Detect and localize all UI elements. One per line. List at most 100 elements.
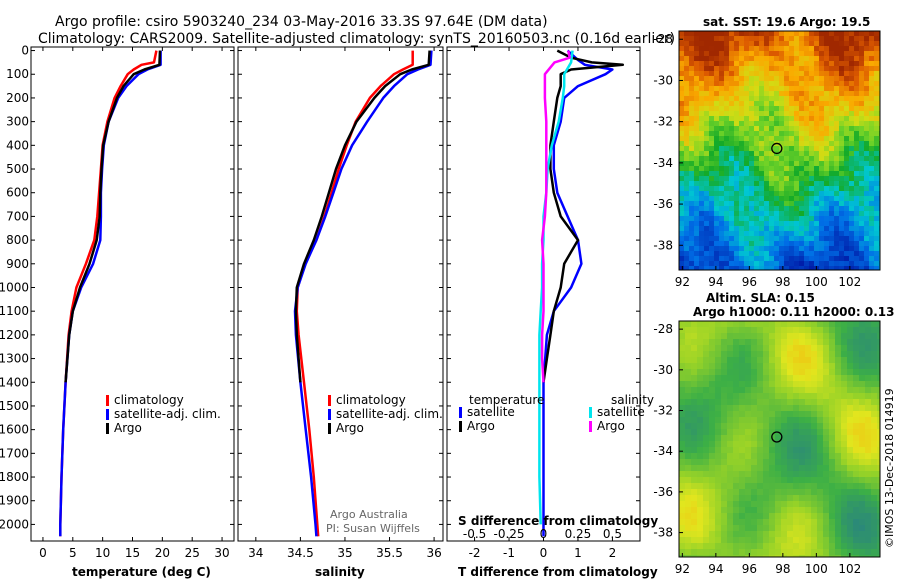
map-cell: [804, 201, 810, 207]
map-cell: [709, 171, 715, 177]
map-cell: [877, 555, 881, 558]
map-cell: [869, 101, 875, 107]
map-cell: [784, 151, 790, 157]
map-cell: [679, 171, 685, 177]
map-cell: [829, 116, 835, 122]
map-cell: [874, 171, 880, 177]
map-cell: [734, 241, 740, 247]
map-cell: [784, 196, 790, 202]
map-cell: [704, 201, 710, 207]
map-cell: [719, 61, 725, 67]
map-cell: [745, 483, 752, 490]
map-cell: [744, 196, 750, 202]
map-cell: [859, 81, 865, 87]
map-cell: [859, 251, 865, 257]
map-cell: [869, 96, 875, 102]
map-cell: [734, 176, 740, 182]
map-cell: [779, 201, 785, 207]
map-cell: [844, 266, 850, 271]
map-cell: [859, 126, 865, 132]
map-cell: [774, 246, 780, 252]
map-cell: [764, 251, 770, 257]
map-cell: [829, 357, 836, 364]
map-cell: [817, 375, 824, 382]
map-cell: [829, 36, 835, 42]
map-cell: [751, 429, 758, 436]
map-cell: [829, 216, 835, 222]
map-cell: [809, 136, 815, 142]
map-cell: [839, 76, 845, 82]
map-cell: [854, 216, 860, 222]
map-cell: [721, 513, 728, 520]
map-cell: [734, 81, 740, 87]
map-cell: [794, 216, 800, 222]
map-cell: [789, 31, 795, 37]
map-cell: [799, 241, 805, 247]
map-cell: [874, 111, 880, 117]
map-cell: [814, 216, 820, 222]
map-cell: [823, 351, 830, 358]
map-cell: [874, 226, 880, 232]
map-cell: [697, 513, 704, 520]
map-cell: [829, 221, 835, 227]
map-cell: [823, 405, 830, 412]
map-cell: [704, 191, 710, 197]
map-cell: [854, 71, 860, 77]
map-cell: [734, 91, 740, 97]
map-cell: [744, 221, 750, 227]
map-cell: [854, 36, 860, 42]
map-cell: [734, 101, 740, 107]
map-cell: [804, 51, 810, 57]
map-cell: [729, 141, 735, 147]
map-cell: [859, 176, 865, 182]
map-cell: [865, 363, 872, 370]
map-cell: [729, 156, 735, 162]
map-cell: [691, 435, 698, 442]
figure-title-line2: Climatology: CARS2009. Satellite-adjuste…: [38, 31, 675, 47]
map-cell: [714, 171, 720, 177]
map-cell: [854, 196, 860, 202]
map-cell: [854, 206, 860, 212]
map-cell: [769, 351, 776, 358]
map-cell: [715, 447, 722, 454]
map-cell: [787, 435, 794, 442]
map-cell: [685, 489, 692, 496]
map-cell: [694, 256, 700, 262]
map-cell: [764, 156, 770, 162]
lon-tick-label: 96: [742, 275, 757, 289]
map-cell: [824, 46, 830, 52]
map-cell: [759, 66, 765, 72]
map-cell: [714, 131, 720, 137]
map-cell: [724, 51, 730, 57]
legend-swatch: [459, 421, 462, 432]
map-cell: [844, 61, 850, 67]
map-cell: [739, 71, 745, 77]
map-cell: [784, 216, 790, 222]
map-cell: [859, 471, 866, 478]
map-cell: [715, 333, 722, 340]
map-cell: [709, 141, 715, 147]
map-cell: [789, 186, 795, 192]
map-cell: [859, 513, 866, 520]
map-cell: [714, 191, 720, 197]
map-cell: [685, 339, 692, 346]
map-cell: [729, 261, 735, 267]
map-cell: [689, 86, 695, 92]
map-cell: [787, 351, 794, 358]
map-cell: [764, 266, 770, 271]
map-cell: [759, 236, 765, 242]
depth-tick-label: 0: [21, 44, 29, 58]
map-cell: [679, 537, 686, 544]
map-cell: [709, 363, 716, 370]
map-cell: [679, 363, 686, 370]
map-cell: [774, 31, 780, 37]
map-cell: [823, 393, 830, 400]
map-cell: [727, 363, 734, 370]
map-cell: [781, 471, 788, 478]
map-cell: [679, 151, 685, 157]
map-cell: [729, 191, 735, 197]
map-cell: [794, 126, 800, 132]
map-cell: [847, 513, 854, 520]
map-cell: [727, 531, 734, 538]
map-cell: [694, 91, 700, 97]
